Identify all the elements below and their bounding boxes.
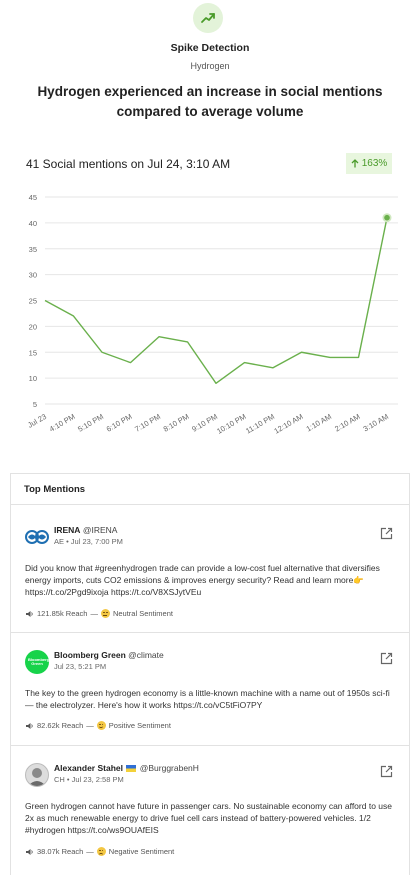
post-stats: 121.85k Reach — Neutral Sentiment [25,609,173,618]
change-badge: 163% [346,153,392,174]
bloomberg-green-logo: Bloomberg Green [25,650,49,674]
data-point [130,362,132,364]
x-tick-label: 3:10 AM [362,412,390,434]
author-handle[interactable]: @BurggrabenH [139,763,199,773]
reach-value: 82.62k Reach [37,721,84,730]
author-name[interactable]: Alexander Stahel [54,763,123,773]
sentiment-label: Negative Sentiment [108,847,175,856]
data-point [329,357,331,359]
smiling-face-icon [96,721,106,730]
irena-logo [25,525,49,549]
mentions-summary: 41 Social mentions on Jul 24, 3:10 AM [26,157,231,171]
y-tick-label: 5 [33,400,37,409]
x-tick-label: Jul 23 [26,412,48,430]
y-tick-label: 40 [29,219,37,228]
author-line: Bloomberg Green @climate [54,650,164,660]
author-line: IRENA @IRENA [54,525,117,535]
data-point [272,367,274,369]
x-tick-label: 9:10 PM [190,412,219,434]
speaker-icon [26,722,33,729]
sentiment-label: Positive Sentiment [108,721,171,730]
y-tick-label: 30 [29,271,37,280]
separator: — [90,609,98,618]
separator: — [86,721,94,730]
divider [11,504,409,505]
reach-value: 121.85k Reach [37,609,88,618]
change-value: 163% [361,158,388,169]
neutral-face-icon [100,609,110,618]
post-meta: CH • Jul 23, 2:58 PM [54,775,124,784]
series-line [44,217,388,385]
x-tick-label: 1:10 AM [305,412,333,434]
user-portrait [25,763,49,787]
speaker-icon [26,610,33,617]
post-meta: AE • Jul 23, 7:00 PM [54,537,123,546]
data-point [301,351,303,353]
separator: — [86,847,94,856]
reach-value: 38.07k Reach [37,847,84,856]
post-text: Did you know that #greenhydrogen trade c… [25,563,380,597]
data-point [384,214,390,221]
x-tick-label: 8:10 PM [162,412,191,434]
arrow-up-icon [351,159,359,168]
author-handle[interactable]: @IRENA [82,525,118,535]
top-mentions-panel: Top Mentions IRENA @IRENA AE • Jul 23, 7… [10,473,410,875]
post-text: Green hydrogen cannot have future in pas… [25,801,392,835]
author-name[interactable]: Bloomberg Green [54,650,126,660]
post-stats: 38.07k Reach — Negative Sentiment [25,847,174,856]
mention-card: IRENA @IRENA AE • Jul 23, 7:00 PM Did yo… [11,505,409,632]
x-tick-label: 10:10 PM [215,412,247,436]
post-meta: Jul 23, 5:21 PM [54,662,107,671]
x-tick-label: 11:10 PM [244,412,276,436]
data-point [44,300,46,302]
author-handle[interactable]: @climate [128,650,164,660]
x-tick-label: 4:10 PM [48,412,77,434]
author-line: Alexander Stahel @BurggrabenH [54,763,199,773]
external-link-icon[interactable] [380,652,393,665]
mentions-line-chart: 5 10 15 20 25 30 35 40 45 Jul 23 4:10 PM 5:10 PM 6:1… [26,193,398,436]
post-stats: 82.62k Reach — Positive Sentiment [25,721,171,730]
mention-card: Bloomberg Green Bloomberg Green @climate… [11,632,409,745]
external-link-icon[interactable] [380,765,393,778]
sentiment-label: Neutral Sentiment [112,609,173,618]
data-point [158,336,160,338]
x-tick-label: 12:10 AM [273,412,305,436]
x-tick-label: 7:10 PM [133,412,162,434]
data-point [187,341,189,343]
sad-face-icon [96,847,106,856]
ukraine-flag-icon [126,765,137,772]
mention-card: Alexander Stahel @BurggrabenH CH • Jul 2… [11,745,409,875]
data-point [358,357,360,359]
alert-type: Spike Detection [170,42,250,54]
y-tick-label: 20 [29,322,37,331]
x-tick-label: 6:10 PM [105,412,134,434]
speaker-icon [26,848,33,855]
post-text: The key to the green hydrogen economy is… [25,688,390,710]
trending-up-icon [193,3,223,33]
avatar-label: Bloomberg Green [28,657,49,666]
data-point [244,362,246,364]
external-link-icon[interactable] [380,527,393,540]
y-tick-label: 45 [29,193,37,202]
author-name[interactable]: IRENA [54,525,81,535]
y-tick-label: 15 [29,348,37,357]
x-tick-label: 2:10 AM [333,412,361,434]
data-point [73,315,75,317]
alert-headline: Hydrogen experienced an increase in soci… [37,84,383,119]
y-tick-label: 25 [29,297,37,306]
y-tick-label: 35 [29,245,37,254]
data-point [215,383,217,385]
y-tick-label: 10 [29,374,37,383]
top-mentions-title: Top Mentions [24,484,86,495]
x-tick-label: 5:10 PM [76,412,105,434]
alert-topic: Hydrogen [190,61,230,71]
data-point [101,351,103,353]
